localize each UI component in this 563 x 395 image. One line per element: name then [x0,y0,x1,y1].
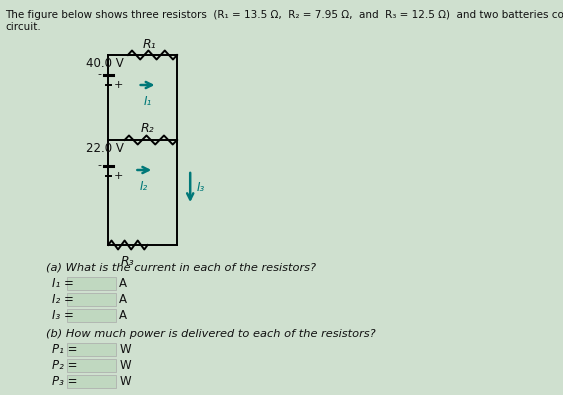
Text: R₃: R₃ [121,255,135,268]
Text: I₁: I₁ [144,95,151,108]
FancyBboxPatch shape [67,277,116,290]
Text: I₂ =: I₂ = [52,293,74,306]
Text: P₃ =: P₃ = [52,375,78,388]
FancyBboxPatch shape [67,309,116,322]
Text: +: + [114,171,123,181]
Text: The figure below shows three resistors  (R₁ = 13.5 Ω,  R₂ = 7.95 Ω,  and  R₃ = 1: The figure below shows three resistors (… [5,10,563,20]
Text: R₁: R₁ [142,38,156,51]
Text: A: A [119,277,127,290]
Text: I₃ =: I₃ = [52,309,74,322]
FancyBboxPatch shape [67,343,116,356]
Text: W: W [119,359,131,372]
FancyBboxPatch shape [67,359,116,372]
Text: I₂: I₂ [140,180,149,193]
Text: 22.0 V: 22.0 V [86,142,124,155]
Text: -: - [97,70,101,79]
Text: (a) What is the current in each of the resistors?: (a) What is the current in each of the r… [46,263,316,273]
Text: circuit.: circuit. [5,22,41,32]
FancyBboxPatch shape [67,293,116,306]
Text: P₁ =: P₁ = [52,343,78,356]
Text: +: + [114,79,123,90]
Text: -: - [97,160,101,171]
Text: (b) How much power is delivered to each of the resistors?: (b) How much power is delivered to each … [46,329,376,339]
Text: P₂ =: P₂ = [52,359,78,372]
FancyBboxPatch shape [67,375,116,388]
Text: I₁ =: I₁ = [52,277,74,290]
Text: R₂: R₂ [141,122,154,135]
Text: W: W [119,375,131,388]
Text: A: A [119,309,127,322]
Text: W: W [119,343,131,356]
Text: A: A [119,293,127,306]
Text: I₃: I₃ [196,181,205,194]
Text: 40.0 V: 40.0 V [86,57,124,70]
